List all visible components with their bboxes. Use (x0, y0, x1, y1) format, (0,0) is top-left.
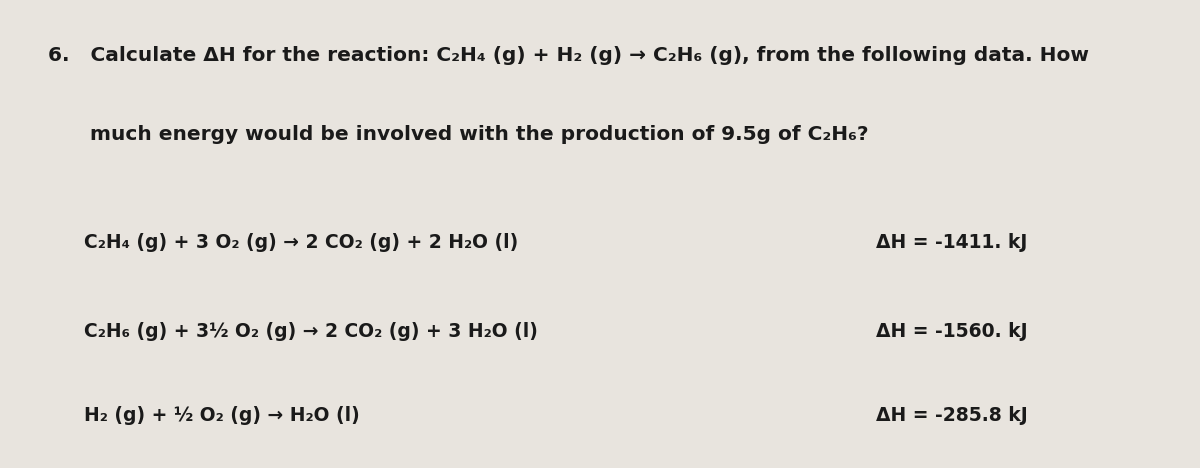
Text: H₂ (g) + ½ O₂ (g) → H₂O (l): H₂ (g) + ½ O₂ (g) → H₂O (l) (84, 406, 360, 425)
Text: much energy would be involved with the production of 9.5g of C₂H₆?: much energy would be involved with the p… (48, 125, 869, 145)
Text: C₂H₄ (g) + 3 O₂ (g) → 2 CO₂ (g) + 2 H₂O (l): C₂H₄ (g) + 3 O₂ (g) → 2 CO₂ (g) + 2 H₂O … (84, 233, 518, 252)
Text: C₂H₆ (g) + 3½ O₂ (g) → 2 CO₂ (g) + 3 H₂O (l): C₂H₆ (g) + 3½ O₂ (g) → 2 CO₂ (g) + 3 H₂O… (84, 322, 538, 341)
Text: ΔH = -1411. kJ: ΔH = -1411. kJ (876, 233, 1027, 252)
Text: ΔH = -285.8 kJ: ΔH = -285.8 kJ (876, 406, 1027, 425)
Text: ΔH = -1560. kJ: ΔH = -1560. kJ (876, 322, 1027, 341)
Text: 6.   Calculate ΔH for the reaction: C₂H₄ (g) + H₂ (g) → C₂H₆ (g), from the follo: 6. Calculate ΔH for the reaction: C₂H₄ (… (48, 46, 1090, 65)
